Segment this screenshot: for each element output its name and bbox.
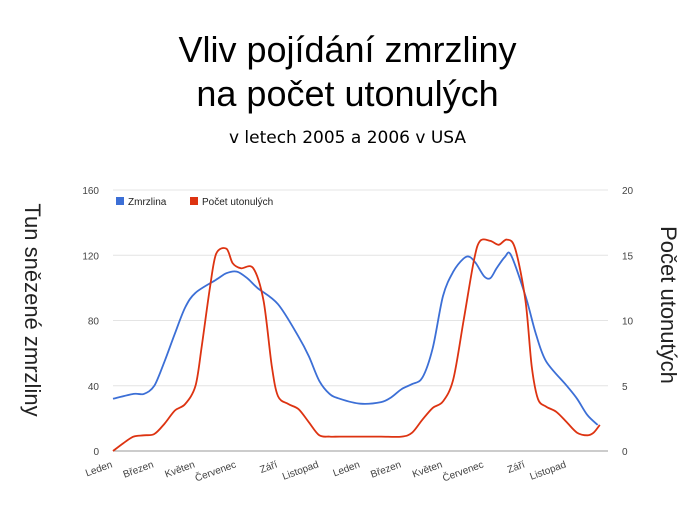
y-right-tick-label: 15 — [622, 251, 634, 262]
legend-swatch — [116, 197, 124, 205]
x-tick-label: Květen — [164, 459, 197, 480]
y-right-tick-label: 10 — [622, 317, 634, 328]
x-tick-label: Září — [506, 459, 527, 475]
y-right-tick-label: 0 — [622, 447, 628, 458]
y-left-tick-label: 120 — [82, 251, 99, 262]
grid-lines — [113, 189, 608, 452]
chart-subtitle: v letech 2005 a 2006 v USA — [228, 128, 467, 148]
x-tick-label: Leden — [84, 459, 114, 479]
chart-title-line-1: Vliv pojídání zmrzliny — [178, 29, 517, 70]
series-line-zmrzlina — [112, 251, 599, 426]
x-tick-label: Květen — [411, 459, 444, 480]
y-axis-right-ticks: 0 5 10 15 20 — [622, 186, 634, 458]
series-line-pocet-utonulych — [112, 238, 601, 452]
legend-label: Počet utonulých — [202, 197, 273, 208]
y-axis-left-ticks: 0 40 80 120 160 — [82, 186, 99, 458]
chart-title-line-2: na počet utonulých — [196, 73, 499, 114]
y-left-tick-label: 160 — [82, 186, 99, 197]
y-right-tick-label: 20 — [622, 186, 634, 197]
y-left-tick-label: 0 — [93, 447, 99, 458]
x-tick-label: Červenec — [193, 458, 238, 485]
x-tick-label: Listopad — [528, 459, 567, 482]
x-tick-label: Leden — [332, 459, 362, 479]
x-tick-label: Březen — [122, 459, 156, 480]
legend-swatch — [190, 197, 198, 205]
legend-label: Zmrzlina — [128, 197, 167, 208]
x-tick-label: Červenec — [441, 458, 486, 485]
series-lines — [112, 238, 601, 452]
y-right-tick-label: 5 — [622, 382, 628, 393]
x-tick-label: Listopad — [281, 459, 320, 482]
x-tick-label: Březen — [369, 459, 403, 480]
y-left-tick-label: 80 — [88, 317, 100, 328]
x-tick-label: Září — [259, 459, 280, 475]
legend: Zmrzlina Počet utonulých — [116, 197, 273, 208]
y-left-tick-label: 40 — [88, 382, 100, 393]
